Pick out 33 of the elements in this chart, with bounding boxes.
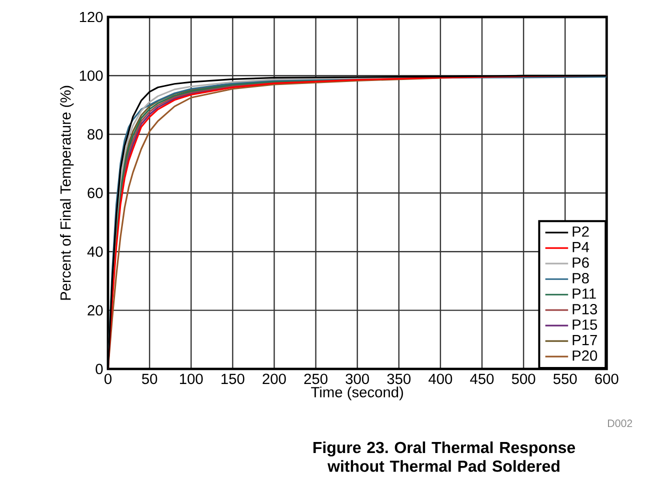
legend-label: P15 bbox=[572, 320, 598, 330]
x-tick-label: 0 bbox=[104, 374, 112, 384]
legend-label: P8 bbox=[572, 273, 589, 284]
legend-label: P20 bbox=[572, 350, 598, 361]
y-tick-label: 0 bbox=[96, 364, 103, 374]
y-tick-label: 100 bbox=[80, 70, 103, 81]
x-tick-label: 100 bbox=[180, 374, 203, 384]
text: D002 bbox=[608, 420, 632, 428]
text: Figure 23. Oral Thermal Response without Thermal Pad Soldered bbox=[313, 441, 576, 472]
x-tick-label: 200 bbox=[262, 374, 286, 384]
x-tick-label: 550 bbox=[553, 374, 577, 384]
legend-label: P6 bbox=[572, 257, 589, 268]
y-tick-label: 60 bbox=[88, 188, 103, 198]
x-tick-label: 400 bbox=[428, 374, 452, 384]
legend-label: P17 bbox=[572, 335, 597, 346]
y-tick-label: 20 bbox=[88, 305, 103, 316]
x-tick-label: 600 bbox=[595, 374, 618, 384]
x-tick-label: 450 bbox=[470, 374, 494, 384]
legend-label: P2 bbox=[572, 226, 589, 237]
y-axis-title: Percent of Final Temperature (%) bbox=[60, 86, 74, 300]
legend-label: P11 bbox=[572, 288, 596, 299]
y-tick-label: 40 bbox=[87, 246, 103, 257]
y-tick-label: 120 bbox=[80, 12, 103, 22]
x-tick-label: 250 bbox=[304, 374, 328, 384]
x-tick-label: 150 bbox=[222, 374, 244, 384]
x-tick-label: 500 bbox=[512, 374, 536, 384]
x-tick-label: 300 bbox=[346, 374, 369, 384]
x-axis-title: Time (second) bbox=[311, 386, 403, 400]
legend-label: P4 bbox=[572, 242, 590, 252]
y-tick-label: 80 bbox=[88, 129, 103, 140]
x-tick-label: 350 bbox=[387, 374, 411, 384]
legend-label: P13 bbox=[572, 304, 598, 314]
x-tick-label: 50 bbox=[142, 374, 158, 384]
